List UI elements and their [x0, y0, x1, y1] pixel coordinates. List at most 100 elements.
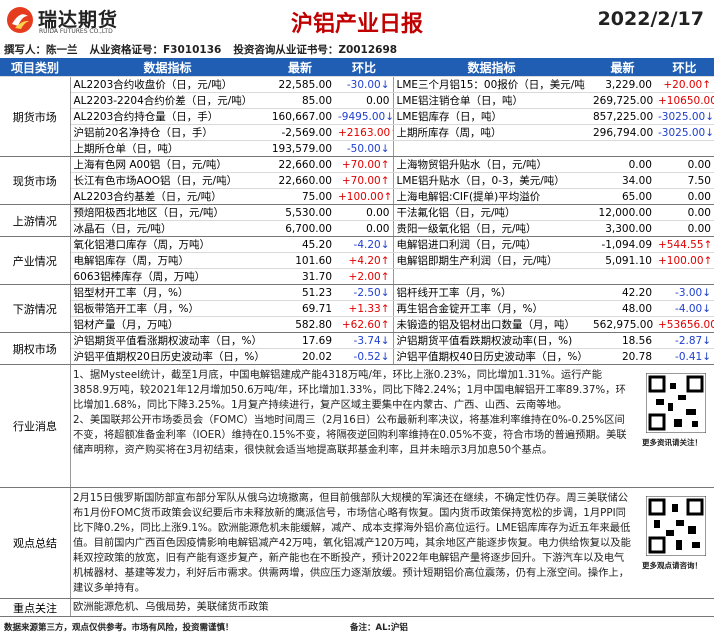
indicator: 上海电解铝:CIF(提单)平均溢价	[392, 188, 590, 205]
empty-cell	[655, 268, 714, 285]
indicator: 铝材产量（月，万吨）	[70, 316, 265, 333]
latest: 20.02	[265, 348, 335, 365]
indicator: 贵阳一级氧化铝（日，元/吨）	[392, 220, 590, 237]
indicator: 长江有色市场AOO铝（日，元/吨）	[70, 172, 265, 189]
indicator: 电解铝进口利润（日，元/吨）	[392, 236, 590, 253]
change: -50.00↓	[335, 140, 393, 157]
latest: 51.23	[265, 284, 335, 301]
change: -2.87↓	[655, 332, 714, 349]
table-row: 6063铝棒库存（周，万吨） 31.70 +2.00↑	[0, 268, 714, 285]
category: 产业情况	[0, 236, 71, 285]
header: 瑞达期货 RUIDA FUTURES CO.,LTD 沪铝产业日报 2022/2…	[0, 0, 714, 40]
focus-section: 重点关注 欧洲能源危机、乌俄局势，美联储货币政策	[0, 599, 714, 617]
data-table: 项目类别 数据指标 最新 环比 数据指标 最新 环比 期货市场 AL2203合约收盘价（日，元…	[0, 58, 714, 365]
table-row: AL2203合约基差（日，元/吨） 75.00 +100.00↑ 上海电解铝:CIF(…	[0, 188, 714, 205]
table-row: 铝材产量（月，万吨） 582.80 +62.60↑ 未锻造的铝及铝材出口数量（月，吨）…	[0, 316, 714, 333]
change: -4.00↓	[655, 300, 714, 317]
news-item: 2、美国联邦公开市场委员会（FOMC）当地时间周三（2月16日）公布最新利率决议…	[73, 414, 627, 456]
change: 0.00	[655, 220, 714, 237]
certificate: 投资咨询从业证书号：Z0012698	[233, 44, 398, 56]
change: -3.00↓	[655, 284, 714, 301]
latest: 48.00	[590, 300, 655, 317]
latest: 20.78	[590, 348, 655, 365]
change: -9495.00↓	[335, 108, 393, 125]
indicator: 6063铝棒库存（周，万吨）	[70, 268, 265, 285]
author-line: 撰写人：陈一兰 从业资格证号：F3010136 投资咨询从业证书号：Z0012698	[4, 42, 409, 57]
indicator: LME铝注销仓单（日，吨）	[392, 92, 590, 109]
latest: 296,794.00	[590, 124, 655, 141]
indicator: 铝板带箔开工率（月，%）	[70, 300, 265, 317]
change: -0.41↓	[655, 348, 714, 365]
latest: 3,300.00	[590, 220, 655, 237]
indicator: 沪铝平值期权40日历史波动率（日，%）	[392, 348, 590, 365]
indicator: 再生铝合金锭开工率（月，%）	[392, 300, 590, 317]
table-row: 上期所仓单（日，吨） 193,579.00 -50.00↓	[0, 140, 714, 157]
change: -3.74↓	[335, 332, 393, 349]
change: +70.00↑	[335, 156, 393, 173]
column-header: 数据指标	[70, 58, 265, 77]
latest: 857,225.00	[590, 108, 655, 125]
latest: 65.00	[590, 188, 655, 205]
latest: 562,975.00	[590, 316, 655, 333]
empty-cell	[392, 140, 590, 157]
indicator: LME铝升贴水（日，0-3，美元/吨）	[392, 172, 590, 189]
latest: 69.71	[265, 300, 335, 317]
license: 从业资格证号：F3010136	[89, 44, 222, 56]
indicator: 沪铝前20名净持仓（日，手）	[70, 124, 265, 141]
table-row: 产业情况 氧化铝港口库存（周，万吨） 45.20 -4.20↓ 电解铝进口利润（日，元/…	[0, 236, 714, 285]
change: +100.00↑	[335, 188, 393, 205]
empty-cell	[590, 140, 655, 157]
indicator: 沪铝期货平值看跌期权波动率(日，%)	[392, 332, 590, 349]
latest: -1,094.09	[590, 236, 655, 253]
table-row: 冰晶石（日，元/吨） 6,700.00 0.00 贵阳一级氧化铝（日，元/吨） 3,30…	[0, 220, 714, 237]
table-row: 铝板带箔开工率（月，%） 69.71 +1.33↑ 再生铝合金锭开工率（月，%） 48.…	[0, 300, 714, 317]
column-header: 环比	[335, 58, 393, 77]
column-header: 环比	[655, 58, 714, 77]
table-row: 期货市场 AL2203合约收盘价（日，元/吨） 22,585.00 -30.00↓ LM…	[0, 76, 714, 157]
column-header: 最新	[265, 58, 335, 77]
column-header: 项目类别	[0, 58, 70, 77]
latest: 160,667.00	[265, 108, 335, 125]
latest: 75.00	[265, 188, 335, 205]
change: 0.00	[335, 204, 393, 221]
change: -3025.00↓	[655, 124, 714, 141]
change: -2.50↓	[335, 284, 393, 301]
qr-label: 更多观点请咨询！	[642, 561, 702, 570]
indicator: 铝杆线开工率（月，%）	[392, 284, 590, 301]
indicator: 未锻造的铝及铝材出口数量（月，吨）	[392, 316, 590, 333]
news-section: 行业消息 1、据Mysteel统计，截至1月底，中国电解铝建成产能4318万吨/…	[0, 365, 714, 488]
category: 上游情况	[0, 204, 71, 237]
table-row: AL2203合约持仓量（日，手） 160,667.00 -9495.00↓ LME铝库…	[0, 108, 714, 125]
logo-icon	[7, 7, 33, 33]
change: 0.00	[655, 204, 714, 221]
table-row: 期权市场 沪铝期货平值看涨期权波动率（日，%） 17.69 -3.74↓ 沪铝期货平值看…	[0, 332, 714, 365]
indicator: 上海物贸铝升贴水（日，元/吨）	[392, 156, 590, 173]
indicator: 上海有色网 A00铝（日，元/吨）	[70, 156, 265, 173]
change: +544.55↑	[655, 236, 714, 253]
category: 下游情况	[0, 284, 71, 333]
qr-code	[646, 373, 706, 433]
latest: 18.56	[590, 332, 655, 349]
latest: 22,660.00	[265, 172, 335, 189]
logo-subtitle: RUIDA FUTURES CO.,LTD	[39, 28, 113, 35]
column-header: 数据指标	[393, 58, 590, 77]
change: 0.00	[335, 220, 393, 237]
indicator: 沪铝期货平值看涨期权波动率（日，%）	[70, 332, 265, 349]
category: 期权市场	[0, 332, 71, 365]
empty-cell	[590, 268, 655, 285]
latest: 31.70	[265, 268, 335, 285]
table-row: 电解铝库存（周，万吨） 101.60 +4.20↑ 电解铝即期生产利润（日，元/吨） 5…	[0, 252, 714, 269]
latest: 45.20	[265, 236, 335, 253]
change: +4.20↑	[335, 252, 393, 269]
table-row: 沪铝平值期权20日历史波动率（日，%） 20.02 -0.52↓ 沪铝平值期权40日历…	[0, 348, 714, 365]
qr-code	[646, 496, 706, 556]
indicator: 电解铝即期生产利润（日，元/吨）	[392, 252, 590, 269]
latest: 0.00	[590, 156, 655, 173]
author: 撰写人：陈一兰	[4, 44, 78, 56]
latest: 22,660.00	[265, 156, 335, 173]
latest: 269,725.00	[590, 92, 655, 109]
section-label: 观点总结	[0, 488, 71, 598]
change: 0.00	[655, 188, 714, 205]
category: 现货市场	[0, 156, 71, 205]
